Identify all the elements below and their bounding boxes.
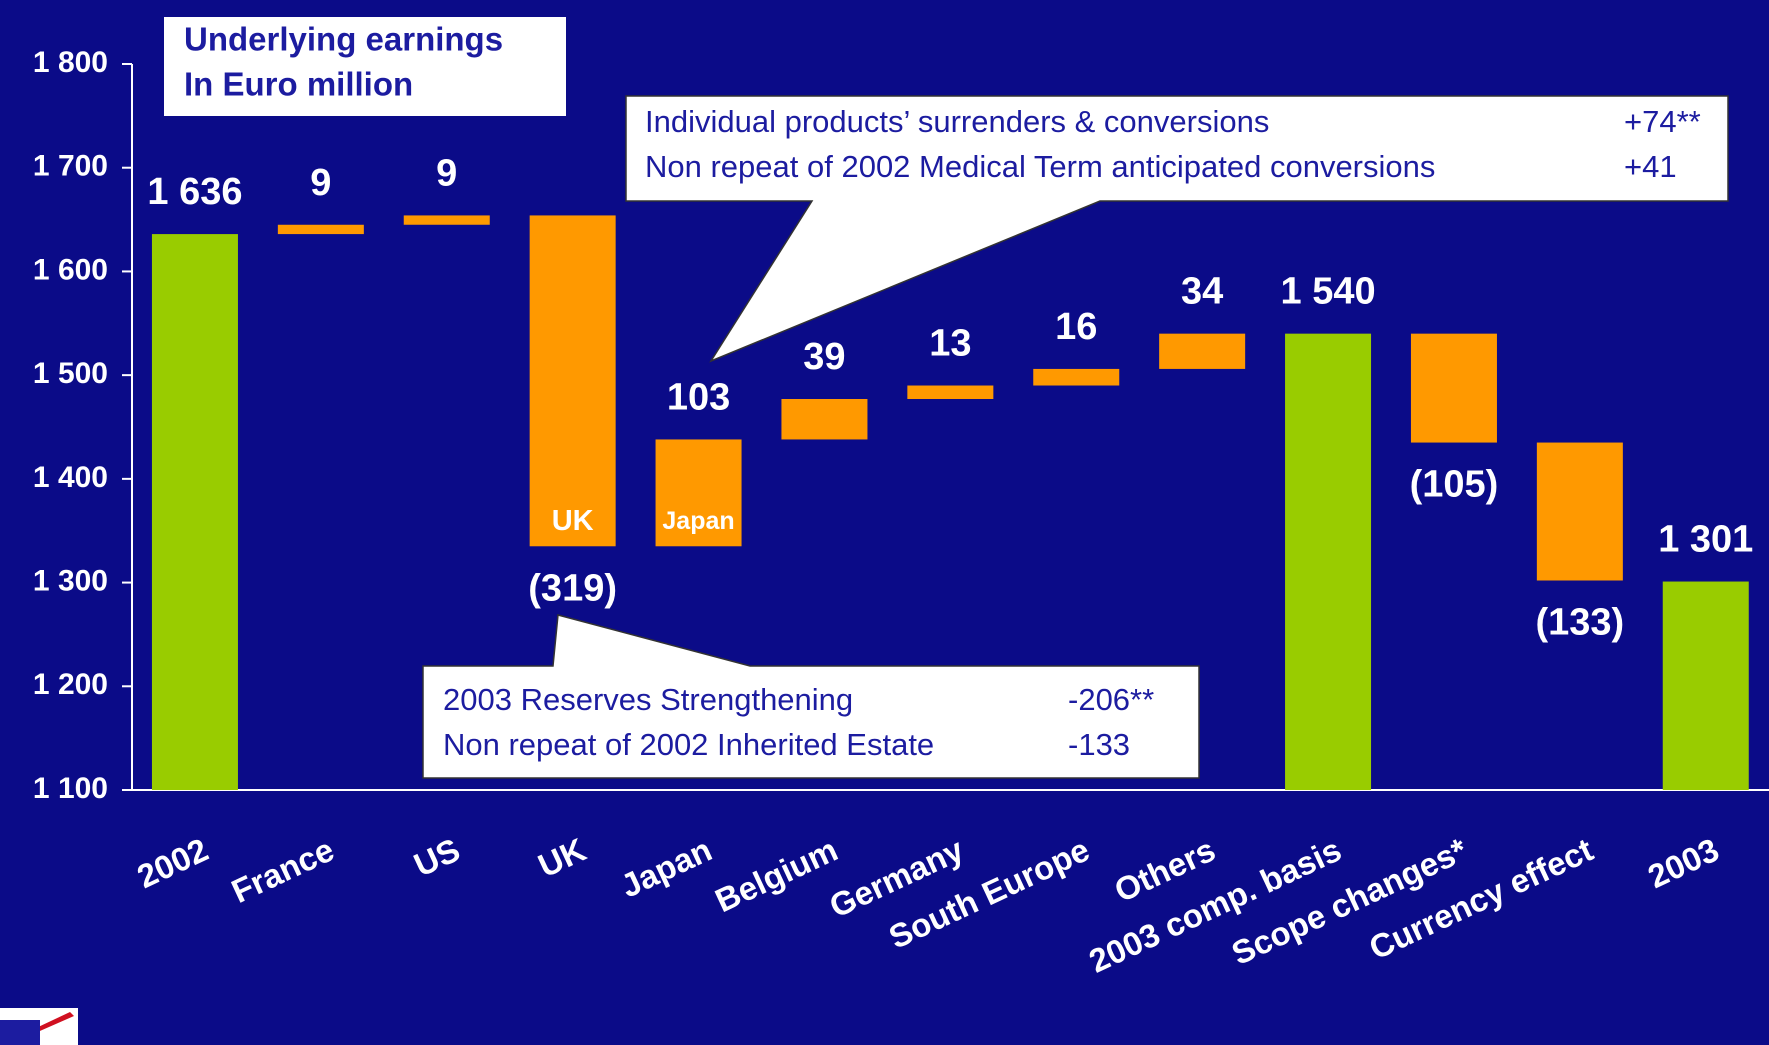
y-tick-label: 1 600 (33, 253, 108, 286)
value-label: 34 (1181, 271, 1223, 313)
bar (655, 439, 742, 547)
value-label: (105) (1410, 464, 1499, 506)
chart-title: Underlying earnings (184, 21, 503, 58)
x-tick-label: Belgium (709, 831, 843, 920)
bar (907, 385, 994, 399)
bar (1536, 442, 1623, 581)
x-tick-label: US (408, 831, 465, 884)
callout-text: Non repeat of 2002 Inherited Estate (443, 727, 934, 762)
bar (277, 224, 364, 235)
callout-text: 2003 Reserves Strengthening (443, 682, 853, 717)
value-label: 39 (803, 336, 845, 378)
bar-inner-label: Japan (662, 507, 734, 535)
callout-box (422, 614, 1200, 779)
y-tick-label: 1 400 (33, 461, 108, 494)
x-tick-label: France (226, 831, 340, 910)
callout-value: +74** (1624, 104, 1701, 139)
value-label: (319) (528, 567, 617, 609)
callout-value: +41 (1624, 149, 1677, 184)
value-label: 16 (1055, 306, 1097, 348)
x-tick-label: 2002 (131, 831, 213, 896)
bar-inner-label: UK (552, 505, 594, 537)
value-label: 9 (436, 152, 457, 194)
value-label: 13 (929, 323, 971, 365)
value-label: 1 301 (1658, 519, 1753, 561)
bar (781, 398, 868, 440)
bar (1033, 368, 1120, 386)
title-box (164, 17, 566, 116)
value-label: 1 540 (1281, 271, 1376, 313)
y-tick-label: 1 100 (33, 772, 108, 805)
callout-value: -133 (1068, 727, 1130, 762)
value-label: 103 (667, 376, 730, 418)
logo (0, 1008, 78, 1045)
x-tick-label: UK (532, 831, 591, 885)
x-tick-label: 2003 (1642, 831, 1724, 896)
chart-subtitle: In Euro million (184, 66, 413, 103)
callout-text: Individual products’ surrenders & conver… (645, 104, 1269, 139)
y-tick-label: 1 200 (33, 668, 108, 701)
y-tick-label: 1 500 (33, 357, 108, 390)
x-tick-label: Japan (615, 831, 717, 905)
bar (1159, 333, 1246, 369)
callout-value: -206** (1068, 682, 1154, 717)
callout-box (625, 95, 1729, 363)
y-tick-label: 1 800 (33, 46, 108, 79)
value-label: (133) (1535, 602, 1624, 644)
bar (403, 215, 490, 225)
value-label: 9 (310, 162, 331, 204)
bar (1285, 333, 1372, 790)
bar (1410, 333, 1497, 443)
value-label: 1 636 (147, 171, 242, 213)
bar (1662, 581, 1749, 790)
y-tick-label: 1 700 (33, 150, 108, 183)
bar (529, 215, 616, 547)
bar (151, 234, 238, 790)
callout-text: Non repeat of 2002 Medical Term anticipa… (645, 149, 1435, 184)
y-tick-label: 1 300 (33, 564, 108, 597)
